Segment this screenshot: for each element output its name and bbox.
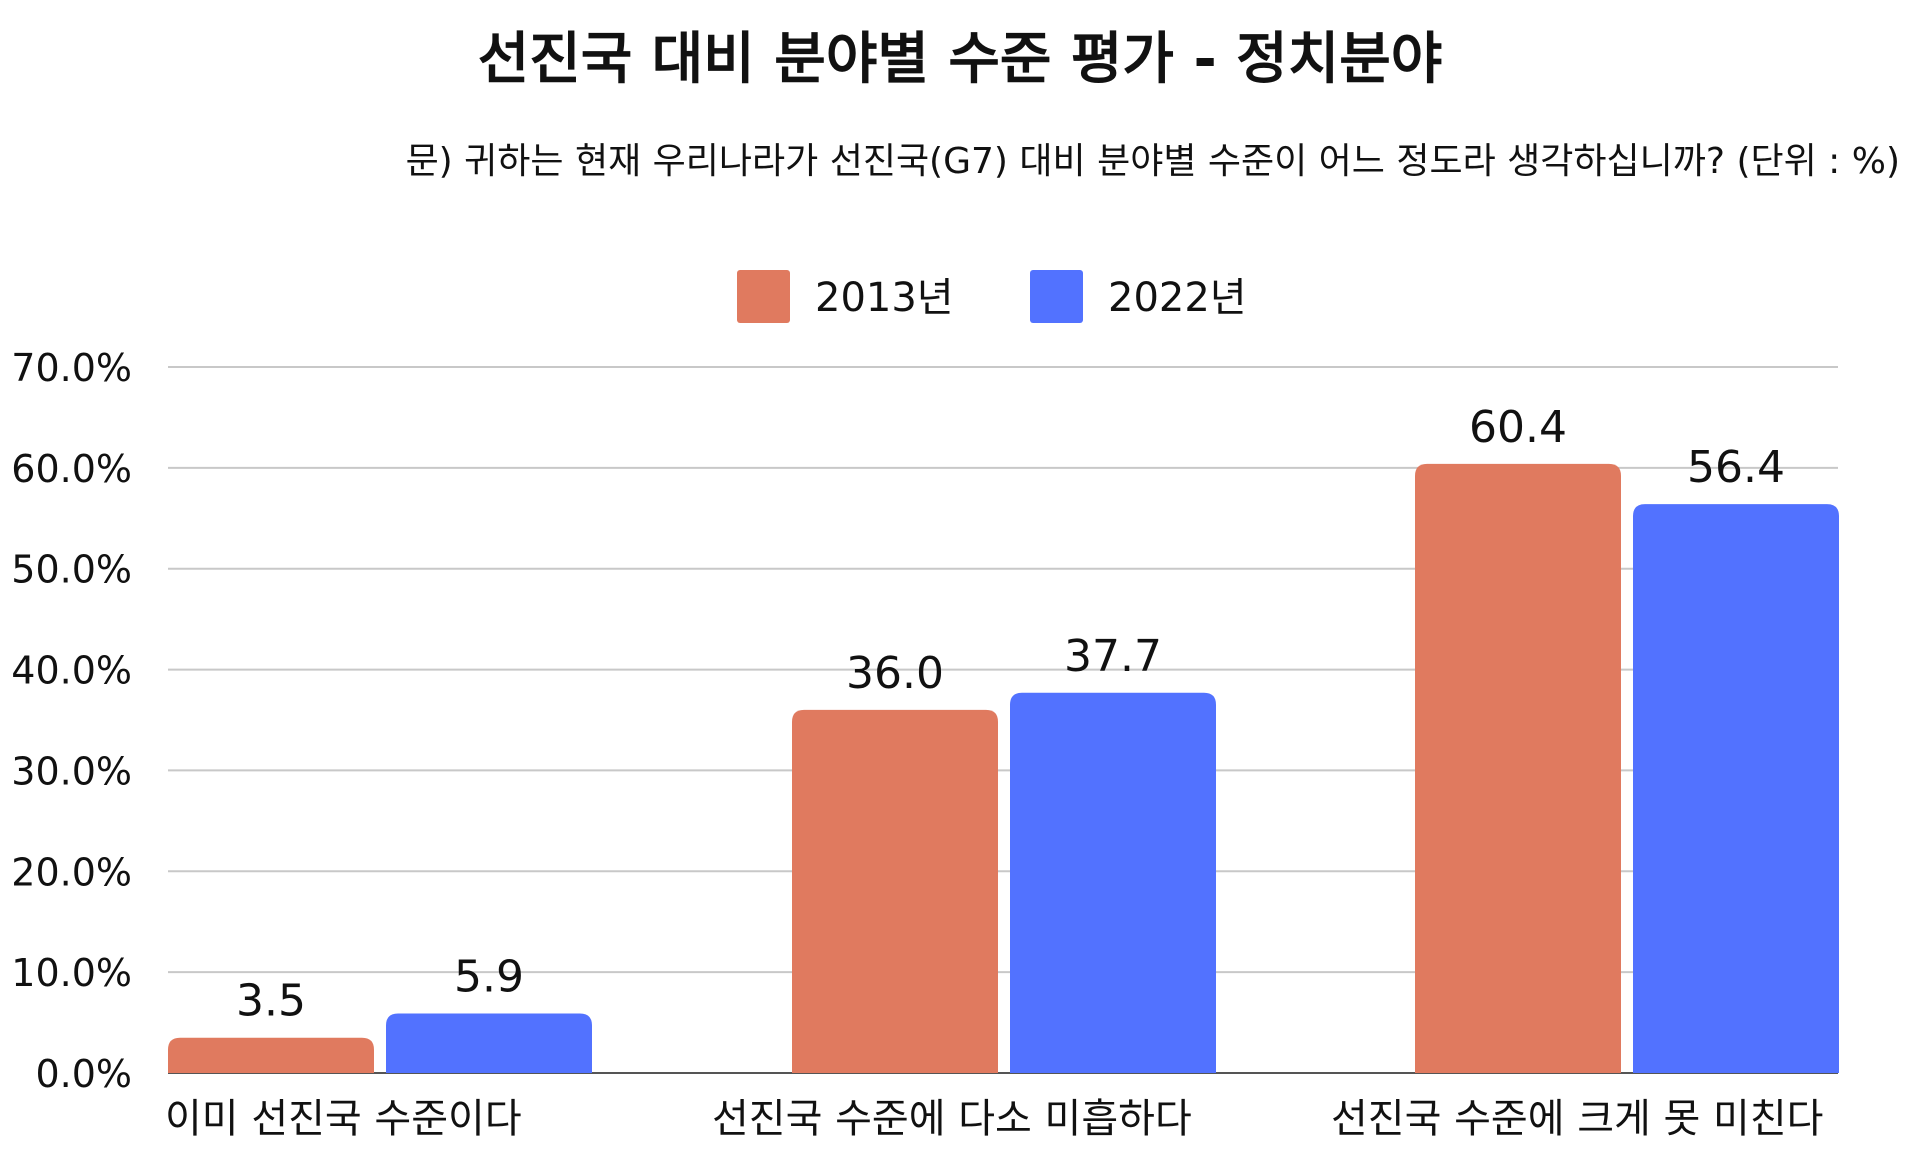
legend: 2013년 2022년: [737, 270, 1247, 323]
y-tick-label: 10.0%: [11, 951, 132, 995]
category-label: 선진국 수준에 크게 못 미친다: [1331, 1096, 1823, 1142]
data-labels: 3.5 5.9 36.0 37.7 60.4 56.4: [236, 402, 1785, 1027]
y-tick-label: 20.0%: [11, 850, 132, 894]
category-label: 이미 선진국 수준이다: [165, 1096, 522, 1142]
bar: [792, 709, 998, 1073]
legend-label: 2022년: [1108, 275, 1247, 321]
chart-title: 선진국 대비 분야별 수준 평가 - 정치분야: [478, 27, 1443, 92]
gridlines: [168, 366, 1838, 1074]
y-tick-label: 70.0%: [11, 346, 132, 390]
y-tick-label: 30.0%: [11, 749, 132, 793]
bars: [168, 463, 1839, 1073]
y-tick-label: 0.0%: [35, 1052, 132, 1096]
legend-swatch: [737, 270, 790, 323]
bar: [1415, 463, 1621, 1073]
bar: [168, 1037, 374, 1073]
bar: [386, 1013, 592, 1073]
data-label: 56.4: [1687, 442, 1785, 493]
chart-subtitle: 문) 귀하는 현재 우리나라가 선진국(G7) 대비 분야별 수준이 어느 정도…: [406, 141, 1900, 182]
data-label: 3.5: [236, 976, 306, 1027]
data-label: 60.4: [1469, 402, 1567, 453]
bar: [1010, 692, 1216, 1073]
category-label: 선진국 수준에 다소 미흡하다: [712, 1096, 1192, 1142]
legend-swatch: [1030, 270, 1083, 323]
bar: [1633, 504, 1839, 1073]
data-label: 36.0: [846, 648, 944, 699]
data-label: 5.9: [454, 951, 524, 1002]
y-tick-label: 40.0%: [11, 649, 132, 693]
data-label: 37.7: [1064, 631, 1162, 682]
y-tick-label: 60.0%: [11, 447, 132, 491]
legend-label: 2013년: [815, 275, 954, 321]
y-tick-label: 50.0%: [11, 548, 132, 592]
x-axis-category-labels: 이미 선진국 수준이다 선진국 수준에 다소 미흡하다 선진국 수준에 크게 못 미…: [165, 1096, 1823, 1142]
y-axis-tick-labels: 0.0% 10.0% 20.0% 30.0% 40.0% 50.0% 60.0% 70.0%: [11, 346, 132, 1096]
